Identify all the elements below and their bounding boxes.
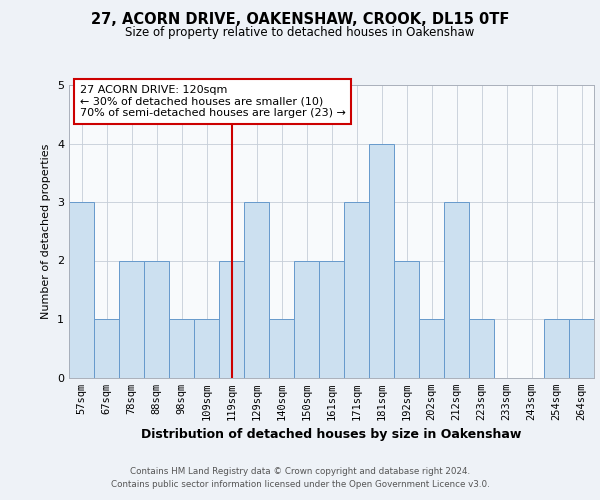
Bar	[269, 319, 294, 378]
Bar	[219, 260, 244, 378]
Text: 27 ACORN DRIVE: 120sqm
← 30% of detached houses are smaller (10)
70% of semi-det: 27 ACORN DRIVE: 120sqm ← 30% of detached…	[79, 85, 346, 118]
Bar	[544, 319, 569, 378]
X-axis label: Distribution of detached houses by size in Oakenshaw: Distribution of detached houses by size …	[142, 428, 521, 441]
Bar	[244, 202, 269, 378]
Bar	[444, 202, 469, 378]
Bar	[144, 260, 169, 378]
Bar	[294, 260, 319, 378]
Bar	[94, 319, 119, 378]
Bar	[569, 319, 594, 378]
Text: Size of property relative to detached houses in Oakenshaw: Size of property relative to detached ho…	[125, 26, 475, 39]
Bar	[419, 319, 444, 378]
Bar	[394, 260, 419, 378]
Bar	[119, 260, 144, 378]
Bar	[319, 260, 344, 378]
Bar	[369, 144, 394, 378]
Text: 27, ACORN DRIVE, OAKENSHAW, CROOK, DL15 0TF: 27, ACORN DRIVE, OAKENSHAW, CROOK, DL15 …	[91, 12, 509, 28]
Bar	[69, 202, 94, 378]
Bar	[469, 319, 494, 378]
Y-axis label: Number of detached properties: Number of detached properties	[41, 144, 52, 319]
Text: Contains public sector information licensed under the Open Government Licence v3: Contains public sector information licen…	[110, 480, 490, 489]
Bar	[194, 319, 219, 378]
Text: Contains HM Land Registry data © Crown copyright and database right 2024.: Contains HM Land Registry data © Crown c…	[130, 467, 470, 476]
Bar	[169, 319, 194, 378]
Bar	[344, 202, 369, 378]
